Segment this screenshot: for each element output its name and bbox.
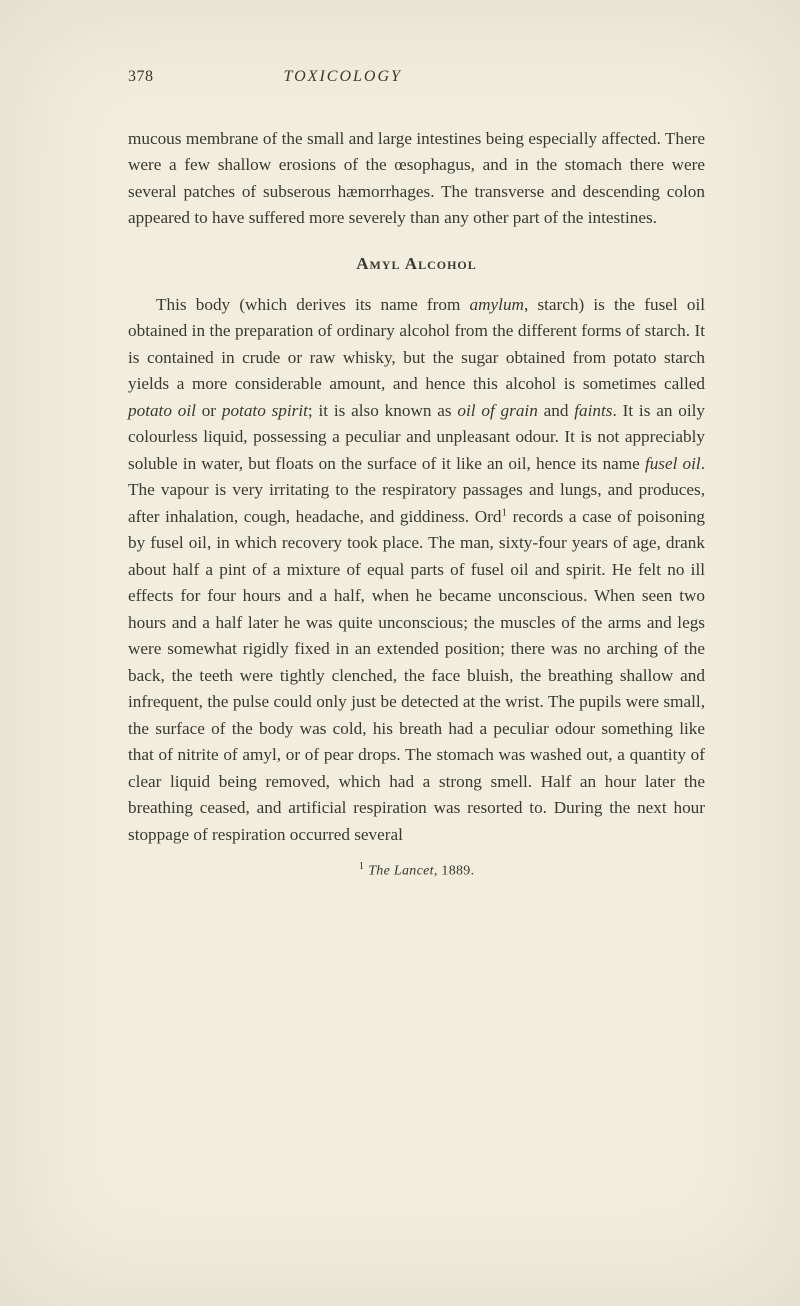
footnote-marker: 1 xyxy=(359,860,365,872)
footnote: 1 The Lancet, 1889. xyxy=(128,860,705,880)
paragraph-main: This body (which derives its name from a… xyxy=(128,292,705,848)
paragraph-continuation: mucous membrane of the small and large i… xyxy=(128,126,705,232)
section-title: Amyl Alcohol xyxy=(128,254,705,274)
page-number: 378 xyxy=(128,68,154,86)
running-title: TOXICOLOGY xyxy=(284,68,402,86)
page: 378 TOXICOLOGY mucous membrane of the sm… xyxy=(0,0,800,940)
footnote-text: The Lancet, 1889. xyxy=(368,864,474,879)
running-header: 378 TOXICOLOGY xyxy=(128,68,705,86)
